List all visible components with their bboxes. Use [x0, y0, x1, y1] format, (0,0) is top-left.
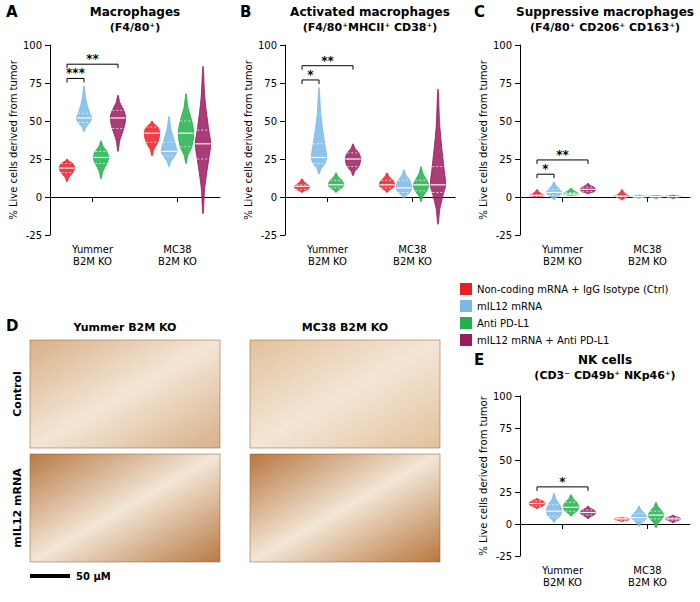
svg-text:% Live cells derived from tumo: % Live cells derived from tumor	[478, 395, 489, 555]
svg-text:B2M KO: B2M KO	[628, 577, 667, 588]
svg-text:B2M KO: B2M KO	[308, 256, 347, 267]
svg-text:% Live cells derived from tumo: % Live cells derived from tumor	[8, 59, 19, 219]
svg-text:Yummer: Yummer	[306, 244, 349, 255]
svg-text:mIL12 mRNA + Anti PD-L1: mIL12 mRNA + Anti PD-L1	[477, 335, 609, 346]
svg-text:25: 25	[264, 154, 277, 165]
svg-text:MC38: MC38	[633, 565, 661, 576]
svg-text:75: 75	[264, 78, 277, 89]
svg-text:25: 25	[499, 487, 512, 498]
svg-text:MC38: MC38	[398, 244, 426, 255]
svg-text:Yummer: Yummer	[541, 565, 584, 576]
svg-text:Non-coding mRNA + IgG Isotype: Non-coding mRNA + IgG Isotype (Ctrl)	[477, 284, 669, 295]
svg-text:75: 75	[29, 78, 42, 89]
svg-text:100: 100	[493, 40, 512, 51]
svg-text:B2M KO: B2M KO	[158, 256, 197, 267]
svg-text:100: 100	[493, 391, 512, 402]
svg-text:mIL12 mRNA: mIL12 mRNA	[477, 301, 542, 312]
svg-text:B2M KO: B2M KO	[543, 256, 582, 267]
svg-text:-25: -25	[496, 551, 512, 562]
svg-text:B2M KO: B2M KO	[628, 256, 667, 267]
svg-text:Yummer B2M KO: Yummer B2M KO	[73, 321, 177, 334]
svg-text:*: *	[542, 162, 549, 176]
svg-text:A: A	[6, 3, 18, 21]
svg-text:Yummer: Yummer	[541, 244, 584, 255]
svg-text:0: 0	[506, 519, 512, 530]
svg-text:D: D	[6, 317, 18, 335]
svg-text:0: 0	[506, 192, 512, 203]
svg-text:% Live cells derived from tumo: % Live cells derived from tumor	[478, 59, 489, 219]
svg-text:(F4/80⁺MHCII⁺ CD38⁺): (F4/80⁺MHCII⁺ CD38⁺)	[303, 21, 438, 34]
svg-text:0: 0	[271, 192, 277, 203]
svg-text:Suppressive macrophages: Suppressive macrophages	[516, 5, 694, 19]
svg-text:75: 75	[499, 423, 512, 434]
svg-text:B: B	[240, 3, 251, 21]
svg-text:NK cells: NK cells	[578, 353, 632, 367]
svg-text:50: 50	[499, 116, 512, 127]
svg-text:Activated macrophages: Activated macrophages	[290, 5, 450, 19]
svg-text:*: *	[559, 475, 566, 489]
svg-text:50: 50	[29, 116, 42, 127]
svg-text:0: 0	[36, 192, 42, 203]
svg-text:50: 50	[264, 116, 277, 127]
svg-text:B2M KO: B2M KO	[393, 256, 432, 267]
svg-text:C: C	[474, 3, 485, 21]
svg-text:50 μM: 50 μM	[76, 571, 111, 582]
svg-text:100: 100	[23, 40, 42, 51]
svg-text:***: ***	[66, 66, 86, 80]
svg-text:MC38: MC38	[633, 244, 661, 255]
svg-text:25: 25	[29, 154, 42, 165]
svg-text:% Live cells derived from tumo: % Live cells derived from tumor	[243, 59, 254, 219]
svg-text:-25: -25	[496, 230, 512, 241]
svg-text:mIL12 mRNA: mIL12 mRNA	[11, 468, 24, 548]
svg-text:(F4/80⁺ CD206⁺ CD163⁺): (F4/80⁺ CD206⁺ CD163⁺)	[530, 21, 680, 34]
svg-text:25: 25	[499, 154, 512, 165]
svg-text:MC38 B2M KO: MC38 B2M KO	[302, 321, 388, 334]
svg-text:Control: Control	[11, 371, 24, 416]
svg-text:(F4/80⁺): (F4/80⁺)	[110, 21, 160, 34]
svg-text:(CD3⁻ CD49b⁺ NKp46⁺): (CD3⁻ CD49b⁺ NKp46⁺)	[534, 369, 675, 382]
svg-text:100: 100	[258, 40, 277, 51]
svg-text:MC38: MC38	[163, 244, 191, 255]
svg-text:-25: -25	[26, 230, 42, 241]
svg-text:75: 75	[499, 78, 512, 89]
svg-text:50: 50	[499, 455, 512, 466]
svg-text:E: E	[474, 351, 484, 369]
svg-text:Macrophages: Macrophages	[90, 5, 180, 19]
svg-text:B2M KO: B2M KO	[73, 256, 112, 267]
svg-text:B2M KO: B2M KO	[543, 577, 582, 588]
svg-text:-25: -25	[261, 230, 277, 241]
svg-text:*: *	[307, 68, 314, 82]
svg-text:**: **	[556, 148, 569, 162]
svg-text:**: **	[86, 52, 99, 66]
svg-text:Yummer: Yummer	[71, 244, 114, 255]
svg-text:**: **	[321, 54, 334, 68]
svg-text:Anti PD-L1: Anti PD-L1	[477, 318, 529, 329]
